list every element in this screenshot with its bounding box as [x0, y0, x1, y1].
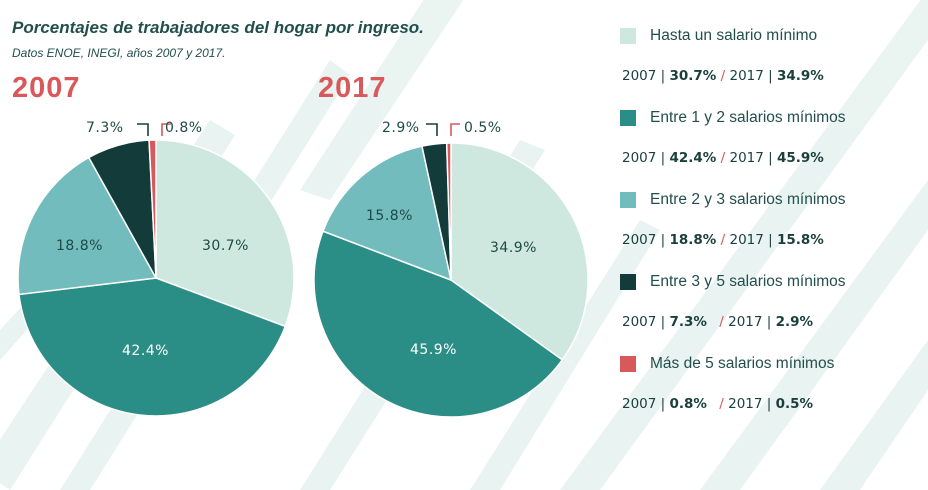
legend-year-2007: 2007 | — [622, 150, 666, 166]
slice-label-2017-5: 0.5% — [464, 120, 502, 136]
slice-label-2007-5: 0.8% — [165, 120, 203, 136]
year-2017-label: 2017 — [318, 72, 387, 104]
legend-value-2007: 0.8% — [669, 396, 707, 412]
legend-year-2007: 2007 | — [622, 314, 666, 330]
legend-year-2007: 2007 | — [622, 68, 666, 84]
legend-values-4: 2007 | 7.3% / 2017 | 2.9% — [622, 314, 813, 330]
legend-values-3: 2007 | 18.8% / 2017 | 15.8% — [622, 232, 824, 248]
legend-slash: / — [720, 232, 726, 248]
pie-slice-2017-2 — [313, 230, 564, 418]
legend-year-2017: 2017 | — [728, 314, 772, 330]
pie-slice-2017-3 — [322, 145, 453, 282]
slice-label-2007-3: 18.8% — [56, 238, 103, 254]
legend-value-2007: 30.7% — [669, 68, 717, 84]
legend-slash: / — [719, 396, 724, 412]
legend-value-2017: 45.9% — [777, 150, 824, 166]
leader-lines — [137, 123, 460, 136]
pie-slice-2007-5 — [148, 139, 157, 279]
slice-label-2017-3: 15.8% — [366, 208, 413, 224]
legend-year-2007: 2007 | — [622, 232, 666, 248]
legend-label-1: Hasta un salario mínimo — [650, 27, 818, 44]
legend-year-2007: 2007 | — [622, 396, 666, 412]
legend-value-2017: 2.9% — [775, 314, 814, 330]
legend-slash: / — [720, 150, 726, 166]
legend-year-2017: 2017 | — [728, 396, 772, 412]
legend-swatch-3 — [620, 192, 636, 208]
legend-label-3: Entre 2 y 3 salarios mínimos — [650, 191, 846, 208]
leader-2007-7.3 — [137, 123, 149, 136]
legend-values-1: 2007 | 30.7% / 2017 | 34.9% — [622, 68, 824, 84]
legend-label-4: Entre 3 y 5 salarios mínimos — [650, 273, 846, 290]
legend-value-2007: 7.3% — [669, 314, 707, 330]
slice-label-2017-1: 34.9% — [490, 240, 537, 256]
year-2007-label: 2007 — [12, 72, 81, 104]
legend-year-2017: 2017 | — [729, 68, 773, 84]
legend-year-2017: 2017 | — [729, 232, 773, 248]
pie-slice-2017-5 — [445, 142, 452, 281]
pie-slice-2007-3 — [17, 156, 158, 296]
legend-swatch-2 — [620, 110, 636, 126]
slice-label-2007-4: 7.3% — [86, 120, 124, 136]
pie-slice-2007-2 — [18, 277, 287, 417]
slice-label-2017-4: 2.9% — [382, 120, 420, 136]
slice-label-2007-1: 30.7% — [202, 238, 249, 254]
legend-value-2017: 34.9% — [777, 68, 824, 84]
legend-swatch-1 — [620, 28, 636, 44]
pie-slice-2007-1 — [155, 139, 295, 328]
legend-swatch-5 — [620, 356, 636, 372]
legend-value-2007: 18.8% — [669, 232, 717, 248]
legend-values-5: 2007 | 0.8% / 2017 | 0.5% — [622, 396, 813, 412]
legend-swatch-4 — [620, 274, 636, 290]
leader-2017-2.9 — [426, 123, 438, 136]
pie-charts — [17, 123, 589, 418]
legend-label-2: Entre 1 y 2 salarios mínimos — [650, 109, 846, 126]
legend-value-2017: 15.8% — [777, 232, 824, 248]
pie-2017 — [313, 142, 589, 418]
legend-values-2: 2007 | 42.4% / 2017 | 45.9% — [622, 150, 824, 166]
legend-value-2017: 0.5% — [775, 396, 814, 412]
chart-subtitle: Datos ENOE, INEGI, años 2007 y 2017. — [12, 46, 226, 60]
legend-slash: / — [720, 68, 726, 84]
chart-title: Porcentajes de trabajadores del hogar po… — [12, 18, 424, 37]
slice-label-2017-2: 45.9% — [410, 342, 457, 358]
leader-2007-0.8 — [161, 123, 171, 136]
legend-slash: / — [719, 314, 724, 330]
leader-2017-0.5 — [450, 123, 460, 136]
legend-value-2007: 42.4% — [669, 150, 717, 166]
pie-slice-2017-1 — [450, 142, 589, 361]
pie-2007 — [17, 139, 295, 417]
slice-label-2007-2: 42.4% — [122, 343, 169, 359]
legend-label-5: Más de 5 salarios mínimos — [650, 355, 835, 372]
legend-year-2017: 2017 | — [729, 150, 773, 166]
